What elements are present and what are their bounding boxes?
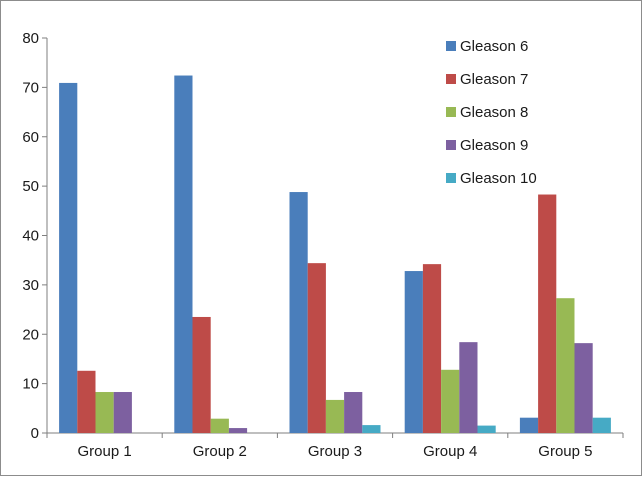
bar bbox=[59, 82, 78, 434]
bar bbox=[325, 399, 345, 433]
bar bbox=[574, 343, 593, 433]
bar bbox=[77, 370, 96, 433]
axes: 0 10 20 30 40 50 60 70 80 Group 1 Group 2 Group 3 Gr… bbox=[22, 30, 624, 460]
legend-swatch bbox=[446, 74, 456, 84]
bar bbox=[556, 298, 575, 433]
y-tick-label: 80 bbox=[22, 30, 39, 47]
bar bbox=[228, 428, 248, 433]
bar bbox=[174, 75, 193, 434]
bar bbox=[289, 192, 308, 433]
bar bbox=[441, 369, 460, 433]
bar bbox=[344, 392, 363, 433]
bar bbox=[404, 271, 423, 433]
bar bbox=[307, 263, 326, 433]
legend-label: Gleason 8 bbox=[460, 104, 528, 121]
bar bbox=[362, 425, 381, 433]
bar bbox=[538, 194, 557, 433]
x-tick-label: Group 5 bbox=[538, 443, 592, 460]
bar bbox=[592, 417, 611, 433]
legend-label: Gleason 10 bbox=[460, 170, 537, 187]
bar bbox=[95, 392, 114, 433]
bar bbox=[477, 425, 496, 433]
legend-label: Gleason 9 bbox=[460, 137, 528, 154]
y-tick-label: 20 bbox=[22, 326, 39, 343]
legend-label: Gleason 6 bbox=[460, 38, 528, 55]
bar bbox=[192, 316, 211, 433]
legend-swatch bbox=[446, 41, 456, 51]
legend-swatch bbox=[446, 173, 456, 183]
bars bbox=[59, 75, 611, 434]
legend-label: Gleason 7 bbox=[460, 71, 528, 88]
bar bbox=[113, 392, 132, 433]
bar bbox=[459, 342, 478, 433]
x-tick-label: Group 1 bbox=[77, 443, 131, 460]
legend: Gleason 6 Gleason 7 Gleason 8 Gleason 9 Glea… bbox=[446, 38, 537, 187]
y-tick-label: 0 bbox=[31, 425, 39, 442]
bar bbox=[519, 417, 539, 433]
x-tick-label: Group 2 bbox=[193, 443, 247, 460]
legend-swatch bbox=[446, 107, 456, 117]
x-tick-label: Group 4 bbox=[423, 443, 477, 460]
legend-swatch bbox=[446, 140, 456, 150]
y-tick-label: 40 bbox=[22, 228, 39, 245]
x-tick-label: Group 3 bbox=[308, 443, 362, 460]
y-tick-label: 30 bbox=[22, 277, 39, 294]
bar bbox=[422, 264, 442, 433]
bar bbox=[210, 418, 229, 433]
y-tick-label: 60 bbox=[22, 129, 39, 146]
y-tick-label: 10 bbox=[22, 376, 39, 393]
y-tick-label: 70 bbox=[22, 79, 39, 96]
y-tick-label: 50 bbox=[22, 178, 39, 195]
